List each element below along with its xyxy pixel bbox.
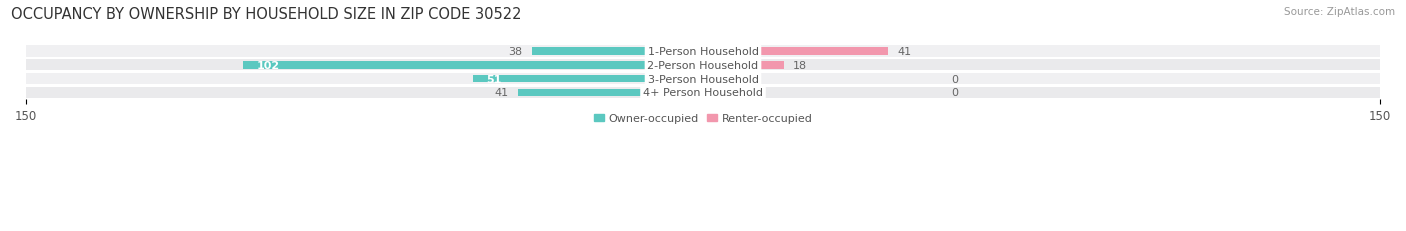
Text: 18: 18: [793, 61, 807, 70]
Legend: Owner-occupied, Renter-occupied: Owner-occupied, Renter-occupied: [589, 109, 817, 128]
Bar: [27, 60, 1379, 71]
Text: 0: 0: [952, 74, 957, 84]
Bar: [27, 87, 1379, 99]
Bar: [472, 76, 703, 83]
Text: 38: 38: [509, 47, 523, 57]
Text: 41: 41: [897, 47, 911, 57]
Text: OCCUPANCY BY OWNERSHIP BY HOUSEHOLD SIZE IN ZIP CODE 30522: OCCUPANCY BY OWNERSHIP BY HOUSEHOLD SIZE…: [11, 7, 522, 22]
Text: 3-Person Household: 3-Person Household: [648, 74, 758, 84]
Text: 2-Person Household: 2-Person Household: [647, 61, 759, 70]
Text: 102: 102: [256, 61, 280, 70]
Text: 51: 51: [486, 74, 502, 84]
Bar: [517, 89, 703, 97]
Bar: [243, 62, 703, 69]
Text: 1-Person Household: 1-Person Household: [648, 47, 758, 57]
Bar: [703, 62, 785, 69]
Text: 0: 0: [952, 88, 957, 98]
Bar: [703, 48, 889, 56]
Text: Source: ZipAtlas.com: Source: ZipAtlas.com: [1284, 7, 1395, 17]
Bar: [531, 48, 703, 56]
Text: 41: 41: [495, 88, 509, 98]
Bar: [27, 46, 1379, 58]
Text: 4+ Person Household: 4+ Person Household: [643, 88, 763, 98]
Bar: [27, 74, 1379, 85]
